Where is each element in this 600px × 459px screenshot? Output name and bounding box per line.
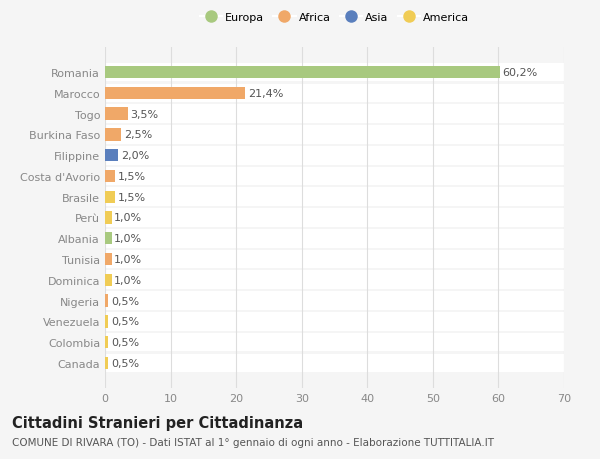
Text: 1,5%: 1,5% [118, 192, 146, 202]
Text: 0,5%: 0,5% [111, 358, 139, 368]
Text: 0,5%: 0,5% [111, 317, 139, 327]
Text: 1,0%: 1,0% [114, 213, 142, 223]
Bar [105, 291, 564, 310]
Bar [105, 191, 115, 203]
Text: 60,2%: 60,2% [502, 68, 538, 78]
Bar [105, 250, 564, 269]
Bar [105, 253, 112, 266]
Text: 0,5%: 0,5% [111, 337, 139, 347]
Bar [105, 354, 564, 372]
Bar [105, 129, 121, 141]
Bar [105, 233, 112, 245]
Bar [105, 212, 112, 224]
Text: 1,0%: 1,0% [114, 275, 142, 285]
Bar [105, 105, 564, 124]
Text: 1,0%: 1,0% [114, 254, 142, 264]
Bar [105, 146, 564, 165]
Text: 2,0%: 2,0% [121, 151, 149, 161]
Bar [105, 170, 115, 183]
Text: 2,5%: 2,5% [124, 130, 152, 140]
Text: 0,5%: 0,5% [111, 296, 139, 306]
Bar [105, 230, 564, 248]
Bar [105, 108, 128, 121]
Text: Cittadini Stranieri per Cittadinanza: Cittadini Stranieri per Cittadinanza [12, 415, 303, 431]
Text: COMUNE DI RIVARA (TO) - Dati ISTAT al 1° gennaio di ogni anno - Elaborazione TUT: COMUNE DI RIVARA (TO) - Dati ISTAT al 1°… [12, 437, 494, 447]
Bar [105, 274, 112, 286]
Bar [105, 67, 500, 79]
Legend: Europa, Africa, Asia, America: Europa, Africa, Asia, America [196, 10, 473, 26]
Bar [105, 126, 564, 145]
Bar [105, 88, 245, 100]
Bar [105, 357, 108, 369]
Bar [105, 315, 108, 328]
Bar [105, 312, 564, 331]
Bar [105, 167, 564, 186]
Text: 21,4%: 21,4% [248, 89, 283, 99]
Text: 1,0%: 1,0% [114, 234, 142, 244]
Text: 1,5%: 1,5% [118, 172, 146, 182]
Bar [105, 333, 564, 352]
Text: 3,5%: 3,5% [131, 109, 158, 119]
Bar [105, 336, 108, 348]
Bar [105, 150, 118, 162]
Bar [105, 209, 564, 227]
Bar [105, 84, 564, 103]
Bar [105, 295, 108, 307]
Bar [105, 64, 564, 82]
Bar [105, 188, 564, 207]
Bar [105, 271, 564, 290]
